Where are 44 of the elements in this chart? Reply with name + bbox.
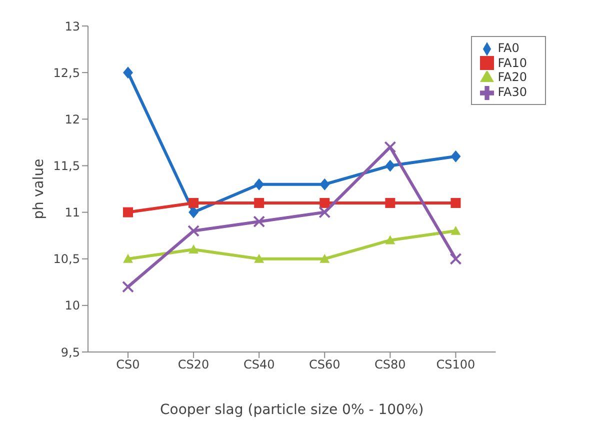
point (254, 198, 264, 208)
y-tick-label: 9,5 (60, 345, 80, 360)
y-tick-label: 12,5 (53, 66, 80, 80)
point (123, 207, 133, 218)
point (254, 178, 264, 190)
point (188, 244, 199, 254)
x-tick-label: CS0 (116, 358, 140, 372)
point (253, 216, 266, 228)
y-axis-title: ph value (30, 158, 47, 220)
point (385, 235, 396, 244)
y-tick-label: 11,5 (53, 158, 80, 173)
y-tick-label: 13 (64, 19, 80, 34)
point (385, 160, 396, 172)
x-tick-label: CS20 (178, 358, 210, 372)
x-tick-label: CS100 (436, 358, 476, 372)
point (254, 254, 264, 263)
y-tick-label: 10 (64, 298, 80, 313)
y-tick-label: 10,5 (53, 252, 80, 266)
legend-label: FA20 (498, 70, 527, 84)
point (450, 198, 461, 208)
point (450, 226, 461, 235)
point (320, 198, 330, 208)
point (384, 141, 396, 154)
x-tick-label: CS80 (374, 358, 406, 372)
point (122, 280, 134, 293)
point (123, 254, 133, 263)
point (188, 206, 199, 218)
point (188, 198, 199, 208)
point (318, 206, 331, 218)
point (385, 198, 396, 208)
legend-label: FA10 (498, 56, 527, 70)
y-tick-label: 12 (64, 112, 80, 126)
point (123, 66, 133, 79)
point (188, 224, 200, 237)
y-tick-label: 11 (64, 206, 80, 220)
point (450, 252, 462, 265)
x-axis-title: Cooper slag (particle size 0% - 100%) (160, 402, 424, 418)
point (450, 150, 461, 162)
point (320, 254, 330, 263)
x-tick-label: CS40 (243, 358, 275, 372)
point (320, 178, 330, 190)
x-tick-label: CS60 (309, 358, 340, 372)
legend-label: FA30 (498, 85, 527, 100)
legend-label: FA0 (498, 41, 520, 55)
